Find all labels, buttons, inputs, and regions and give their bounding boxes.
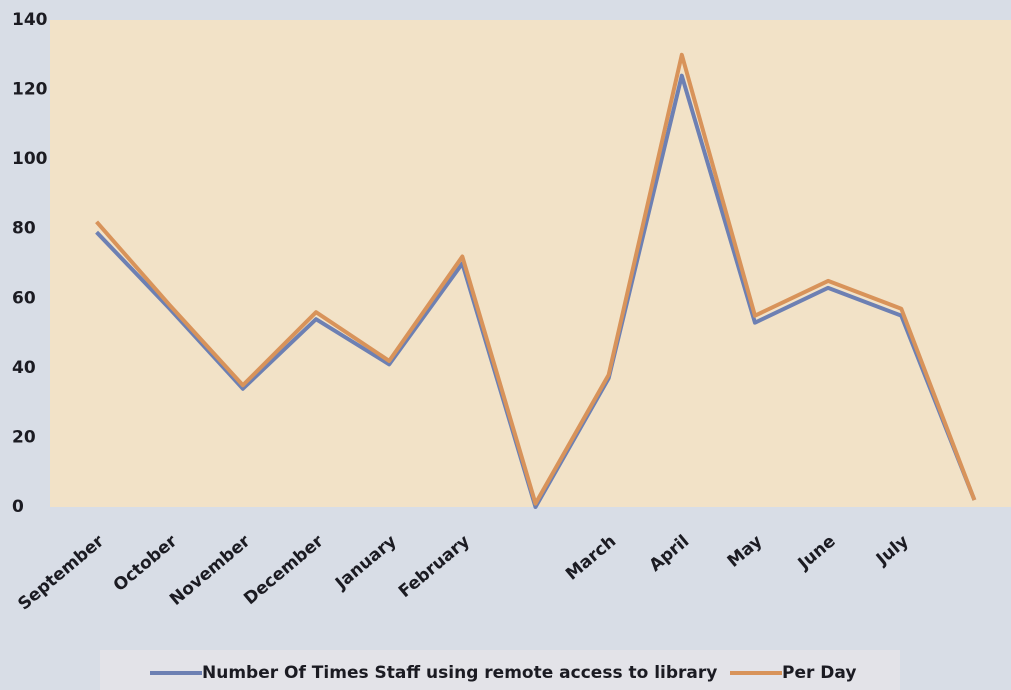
x-tick-label: May — [724, 531, 767, 571]
x-tick-label: January — [331, 531, 401, 594]
series-line — [95, 52, 977, 506]
y-tick-label: 120 — [12, 80, 48, 100]
y-tick-label: 20 — [12, 427, 36, 447]
x-tick-label: October — [110, 531, 182, 596]
legend-label: Number Of Times Staff using remote acces… — [202, 663, 717, 683]
x-tick-label: September — [14, 531, 108, 614]
y-tick-label: 40 — [12, 358, 36, 378]
x-tick-label: June — [794, 531, 840, 574]
x-tick-label: December — [240, 531, 328, 609]
x-tick-label: November — [166, 531, 255, 610]
x-tick-label: February — [395, 531, 474, 602]
x-tick-label: March — [562, 531, 620, 584]
x-tick-label: April — [646, 531, 694, 575]
legend-box — [100, 650, 900, 690]
series-line — [95, 73, 977, 509]
y-tick-label: 0 — [12, 497, 24, 517]
x-tick-label: July — [872, 531, 913, 570]
y-tick-label: 60 — [12, 288, 36, 308]
y-tick-label: 80 — [12, 219, 36, 239]
y-tick-label: 140 — [12, 10, 48, 30]
plot-area — [50, 20, 1011, 507]
y-tick-label: 100 — [12, 149, 48, 169]
legend-label: Per Day — [782, 663, 856, 683]
